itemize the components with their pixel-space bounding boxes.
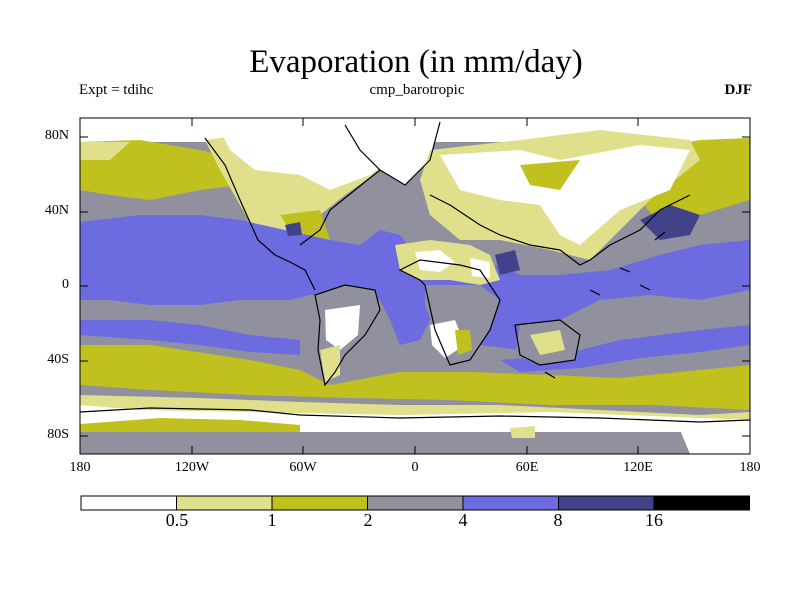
- coastline-africa: [398, 259, 501, 366]
- us-midwest-region: [280, 210, 330, 245]
- lon-label-60w: 60W: [289, 460, 317, 475]
- page-title: Evaporation (in mm/day): [249, 44, 583, 80]
- colorbar-label-8: 8: [553, 510, 563, 530]
- kalahari-low-evap: [430, 320, 465, 358]
- tropical-ocean-high-evap: [80, 215, 750, 350]
- arabian-sea-max: [495, 250, 520, 275]
- evaporation-field: [80, 118, 750, 454]
- antarctic-interior-field: [80, 432, 750, 454]
- colorbar-swatch-2: [271, 495, 368, 511]
- experiment-label: Expt = tdihc: [79, 82, 154, 98]
- colorbar-swatch-6: [653, 495, 750, 511]
- colorbar-swatch-3: [367, 495, 464, 511]
- season-label: DJF: [724, 82, 753, 98]
- central-asia-region: [520, 160, 580, 190]
- lat-label-80n: 80N: [44, 128, 69, 143]
- lon-label-120e: 120E: [623, 460, 653, 475]
- colorbar-swatch-4: [462, 495, 559, 511]
- coastline-north-america-west: [204, 137, 316, 291]
- siberia-low-evap: [440, 145, 690, 245]
- south-pacific-band: [80, 320, 300, 355]
- coastline-south-america: [314, 284, 381, 387]
- colorbar-swatch-1: [176, 495, 273, 511]
- lon-label-120w: 120W: [174, 460, 210, 475]
- greenland: [345, 120, 440, 185]
- east-antarctica-low-evap: [680, 422, 750, 454]
- colorbar-label-2: 2: [363, 510, 373, 530]
- lat-label-40s: 40S: [47, 352, 69, 367]
- lon-label-180w: 180: [69, 460, 91, 475]
- north-pacific-light-band: [80, 142, 130, 160]
- north-pacific-band: [80, 140, 240, 200]
- lat-label-0: 0: [62, 277, 69, 292]
- lat-label-80s: 80S: [47, 427, 69, 442]
- colorbar-swatch-0: [80, 495, 177, 511]
- australia-desert: [530, 330, 565, 355]
- colorbar-label-16: 16: [645, 510, 663, 530]
- southern-africa-region: [455, 330, 472, 355]
- coastline-eurasia-south: [429, 194, 691, 266]
- coastline-new-zealand: [544, 371, 556, 379]
- colorbar-label-0-5: 0.5: [165, 510, 189, 530]
- colorbar-swatch-5: [558, 495, 655, 511]
- lon-label-60e: 60E: [515, 460, 539, 475]
- tick-marks: [80, 118, 750, 454]
- gulf-stream-max: [285, 222, 302, 236]
- colorbar-label-4: 4: [458, 510, 468, 530]
- arabia-low-evap: [470, 258, 490, 278]
- lon-label-0: 0: [411, 460, 419, 475]
- coastline-greenland: [344, 121, 441, 186]
- colorbar-label-1: 1: [267, 510, 277, 530]
- colorbar: [80, 495, 750, 511]
- lon-label-180e: 180: [739, 460, 761, 475]
- coastlines: [80, 121, 750, 423]
- ross-sea-band: [80, 418, 300, 432]
- kuroshio-max: [640, 205, 700, 240]
- sahara-low-evap: [415, 250, 455, 272]
- coastline-antarctica: [80, 407, 750, 423]
- southern-ocean-band: [80, 345, 750, 410]
- antarctic-patch: [510, 426, 535, 438]
- coastline-australia: [514, 319, 581, 366]
- coastline-islands: [589, 231, 666, 296]
- run-label: cmp_barotropic: [369, 82, 465, 98]
- south-america-low-evap: [325, 305, 360, 350]
- coastline-north-america-east: [299, 169, 381, 246]
- lat-label-40n: 40N: [44, 203, 69, 218]
